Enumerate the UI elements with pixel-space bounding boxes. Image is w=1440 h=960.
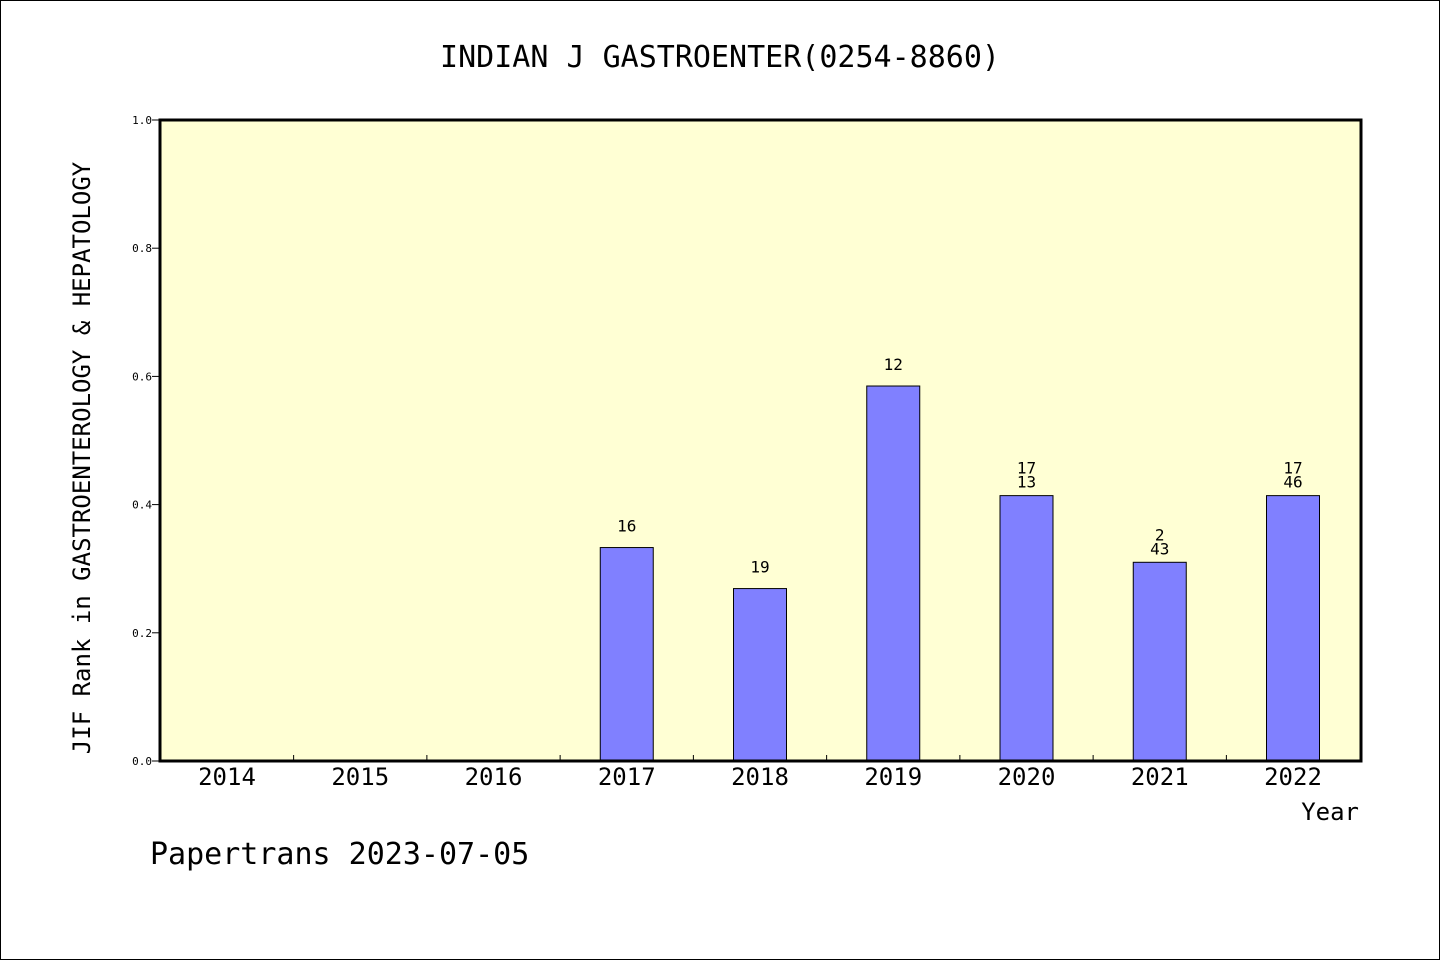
y-tick-label: 0.0 [132, 755, 152, 768]
bar-value-label: 46 [1283, 473, 1302, 492]
x-tick-label: 2022 [1264, 763, 1322, 791]
bar-value-label: 17 [1283, 459, 1302, 478]
bar-2021 [1132, 561, 1187, 762]
bars [599, 385, 1320, 762]
y-axis-label: JIF Rank in GASTROENTEROLOGY & HEPATOLOG… [68, 161, 96, 754]
x-tick-label: 2017 [598, 763, 656, 791]
bar-value-label: 13 [1017, 473, 1036, 492]
bar-value-label: 16 [617, 517, 636, 536]
x-axis: 2014 2015 2016 2017 2018 2019 2020 2021 2022 [198, 755, 1322, 791]
x-tick-label: 2020 [998, 763, 1056, 791]
y-tick-label: 0.4 [132, 499, 152, 512]
x-tick-label: 2016 [465, 763, 523, 791]
bar-value-label: 12 [884, 355, 903, 374]
bar-2022 [1266, 495, 1320, 762]
plot-border [158, 118, 1363, 763]
y-tick-label: 0.6 [132, 370, 152, 383]
x-tick-label: 2021 [1131, 763, 1189, 791]
bar-value-label: 17 [1017, 459, 1036, 478]
bar-value-label: 2 [1155, 525, 1165, 544]
bar-2019 [866, 385, 921, 762]
bar-value-label: 43 [1150, 539, 1169, 558]
y-tick-label: 1.0 [132, 114, 152, 127]
bar-value-label: 19 [750, 558, 769, 577]
x-axis-label: Year [1301, 798, 1359, 826]
chart-title: INDIAN J GASTROENTER(0254-8860) [440, 40, 1000, 75]
bar-2017 [599, 547, 654, 762]
footer-credit: Papertrans 2023-07-05 [150, 837, 529, 872]
y-tick-label: 0.2 [132, 627, 152, 640]
y-tick-label: 0.8 [132, 242, 152, 255]
bar-2018 [733, 588, 787, 762]
x-tick-label: 2019 [864, 763, 922, 791]
x-tick-label: 2014 [198, 763, 256, 791]
x-tick-label: 2015 [331, 763, 389, 791]
x-tick-label: 2018 [731, 763, 789, 791]
bar-2020 [999, 495, 1054, 762]
y-axis: 0.0 0.2 0.4 0.6 0.8 1.0 [132, 114, 160, 768]
